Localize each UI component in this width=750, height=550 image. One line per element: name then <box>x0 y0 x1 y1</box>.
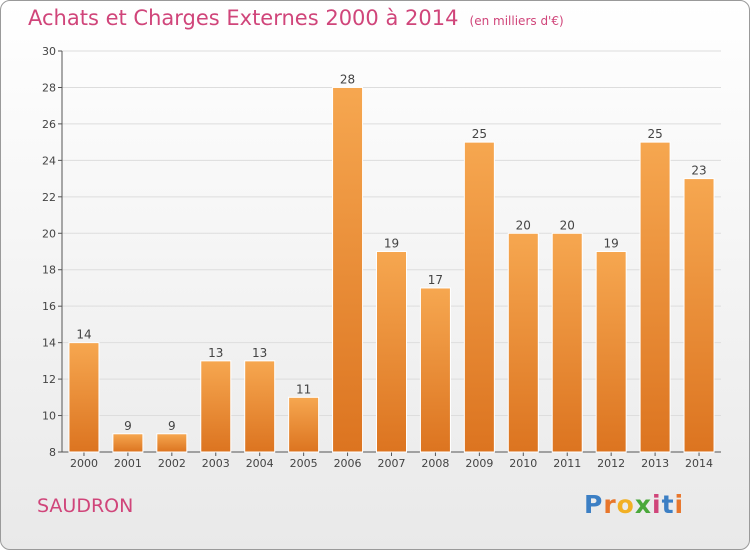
logo-letter: o <box>616 490 635 519</box>
x-tick-label: 2008 <box>421 457 449 470</box>
bar <box>200 360 232 453</box>
x-tick-label: 2001 <box>114 457 142 470</box>
value-label: 28 <box>340 72 355 86</box>
labels: 14 2000 9 2001 9 2002 13 2003 13 2004 11 2005 28 2006… <box>70 72 713 470</box>
x-tick-label: 2007 <box>378 457 406 470</box>
bar <box>156 433 188 453</box>
logo-letter: r <box>603 490 617 519</box>
y-tick-label: 16 <box>42 300 56 313</box>
logo-letter: x <box>634 490 652 519</box>
value-label: 20 <box>516 218 531 232</box>
bar <box>551 232 583 453</box>
logo-letter: P <box>584 490 604 519</box>
y-tick-label: 20 <box>42 227 56 240</box>
y-tick-label: 8 <box>49 446 56 459</box>
value-label: 19 <box>384 237 399 251</box>
value-label: 19 <box>604 237 619 251</box>
y-tick-label: 14 <box>42 337 56 350</box>
commune-name: SAUDRON <box>37 495 134 517</box>
y-tick-label: 12 <box>42 373 56 386</box>
bar <box>595 251 627 453</box>
value-label: 20 <box>560 218 575 232</box>
proxiti-logo: Proxiti <box>584 490 684 519</box>
bar <box>288 396 320 453</box>
value-label: 13 <box>208 346 223 360</box>
value-label: 13 <box>252 346 267 360</box>
bar <box>376 251 407 453</box>
chart-title-text: Achats et Charges Externes 2000 à 2014 <box>28 6 459 30</box>
x-tick-label: 2003 <box>202 457 230 470</box>
axes: 8 10 12 14 16 18 20 22 24 26 28 30 <box>42 45 721 459</box>
x-tick-label: 2009 <box>465 457 493 470</box>
x-tick-label: 2006 <box>334 457 362 470</box>
y-tick-label: 30 <box>42 45 56 58</box>
x-tick-label: 2002 <box>158 457 186 470</box>
bar <box>639 141 671 453</box>
x-tick-label: 2005 <box>290 457 318 470</box>
x-tick-label: 2014 <box>685 457 713 470</box>
y-tick-label: 24 <box>42 154 56 167</box>
value-label: 14 <box>76 328 91 342</box>
bar <box>507 232 539 453</box>
value-label: 9 <box>124 419 132 433</box>
x-tick-label: 2000 <box>70 457 98 470</box>
y-tick-label: 18 <box>42 264 56 277</box>
x-tick-label: 2004 <box>246 457 274 470</box>
bars <box>68 86 715 453</box>
logo-letter: i <box>652 490 662 519</box>
value-label: 23 <box>691 164 706 178</box>
x-tick-label: 2010 <box>509 457 537 470</box>
bar <box>68 342 100 453</box>
x-tick-label: 2011 <box>553 457 581 470</box>
value-label: 25 <box>472 127 487 141</box>
chart-subtitle: (en milliers d'€) <box>469 14 564 28</box>
bar <box>463 141 495 453</box>
logo-letter: t <box>661 490 675 519</box>
bar <box>112 433 144 453</box>
value-label: 9 <box>168 419 176 433</box>
y-tick-label: 22 <box>42 191 56 204</box>
bar <box>244 360 276 453</box>
value-label: 17 <box>428 273 443 287</box>
y-tick-label: 10 <box>42 410 56 423</box>
value-label: 25 <box>647 127 662 141</box>
logo-letter: i <box>674 490 685 519</box>
chart-title: Achats et Charges Externes 2000 à 2014 (… <box>28 6 564 30</box>
x-tick-label: 2013 <box>641 457 669 470</box>
bar <box>332 86 364 453</box>
x-tick-label: 2012 <box>597 457 625 470</box>
y-tick-label: 28 <box>42 81 56 94</box>
bar <box>419 287 451 453</box>
bar <box>683 178 715 453</box>
value-label: 11 <box>296 382 311 396</box>
y-tick-label: 26 <box>42 118 56 131</box>
